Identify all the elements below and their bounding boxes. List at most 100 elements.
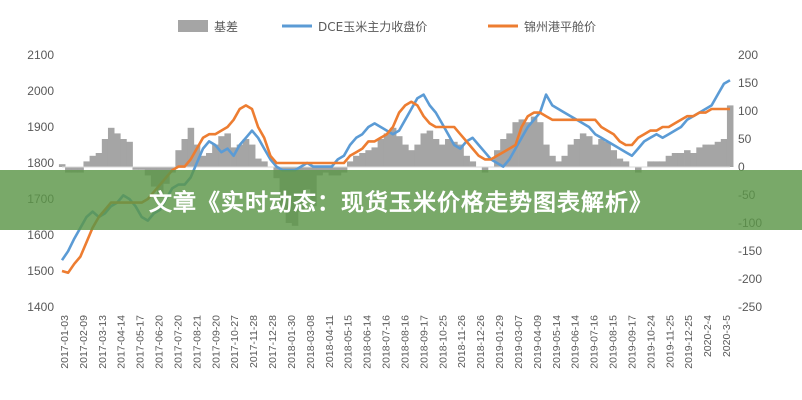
basis-bar [212,144,219,167]
basis-bar [58,164,66,167]
basis-bar [101,139,109,167]
basis-bar [665,155,673,167]
x-tick-label: 2018-03-08 [305,315,317,369]
basis-bar [181,139,189,167]
basis-bar [647,161,654,167]
x-tick-label: 2020-2-4 [702,315,714,357]
basis-bar [469,161,477,167]
basis-bar [206,153,213,167]
x-tick-label: 2017-02-09 [78,315,90,369]
basis-bar [598,139,605,167]
x-tick-label: 2017-08-21 [191,315,203,369]
x-tick-label: 2020-3-5 [721,315,733,357]
x-tick-label: 2017-12-28 [267,315,279,369]
basis-bar [726,105,734,167]
x-tick-label: 2018-04-11 [324,315,336,368]
basis-bar [567,144,575,167]
basis-bar [175,150,182,167]
right-tick-label: 100 [738,104,758,118]
basis-bar [346,161,354,167]
basis-bar [696,147,703,167]
basis-bar [65,167,72,173]
basis-bar [353,155,360,167]
basis-bar [340,167,348,173]
title-banner: 文章《实时动态：现货玉米价格走势图表解析》 [0,170,802,230]
basis-bar [402,144,409,167]
basis-bar [120,139,127,167]
left-tick-label: 1400 [27,300,54,314]
basis-bar [702,144,709,167]
basis-bar [506,133,513,167]
basis-bar [138,167,146,170]
basis-bar [230,147,238,167]
basis-bar [95,153,103,167]
basis-bar [610,150,618,167]
x-tick-label: 2017-03-13 [97,315,109,369]
legend-label: 基差 [214,20,238,34]
basis-bar [604,141,611,167]
banner-title: 文章《实时动态：现货玉米价格走势图表解析》 [149,190,653,216]
left-tick-label: 2100 [27,48,54,62]
right-tick-label: 50 [738,132,752,146]
basis-bar [193,144,201,167]
basis-bar [463,155,470,167]
x-tick-label: 2018-12-26 [475,315,487,369]
basis-bar [383,133,391,167]
x-tick-label: 2017-04-14 [116,315,128,369]
basis-bar [616,158,624,167]
x-tick-label: 2019-01-29 [494,315,506,369]
basis-bar [494,150,501,167]
basis-bar [132,167,140,170]
basis-bar [420,133,428,167]
x-tick-label: 2018-06-14 [362,315,374,369]
basis-bar [635,167,642,173]
basis-bar [518,119,526,167]
x-axis: 2017-01-03 2017-02-09 2017-03-13 2017-04-14… [59,315,733,369]
right-tick-label: -150 [738,244,762,258]
left-tick-label: 1500 [27,264,54,278]
basis-bar [261,161,268,167]
basis-bar [622,161,630,167]
basis-bar [530,116,538,167]
basis-bar [708,144,716,167]
x-tick-label: 2017-07-20 [173,315,185,369]
x-tick-label: 2019-05-14 [551,315,563,369]
legend-label: 锦州港平舱价 [524,20,596,34]
basis-bar [371,147,379,167]
basis-bar [414,144,421,167]
basis-bar [187,127,195,167]
basis-bar [549,155,556,167]
x-tick-label: 2019-09-17 [626,315,638,369]
basis-bar [684,150,691,167]
basis-bar [451,141,458,167]
basis-bar [653,161,660,167]
x-tick-label: 2017-06-20 [154,315,166,369]
x-tick-label: 2018-08-16 [400,315,412,369]
x-tick-label: 2018-11-26 [456,315,468,368]
basis-bar [438,144,446,167]
basis-bar [677,153,685,167]
basis-bar [720,139,728,167]
series-line-2 [61,100,730,275]
basis-bar [114,133,121,167]
basis-bar [432,139,440,167]
basis-bar [365,150,372,167]
basis-bar [236,144,244,167]
x-tick-label: 2019-06-14 [570,315,582,369]
legend-swatch [178,20,208,32]
legend: 基差 DCE玉米主力收盘价 锦州港平舱价 [178,19,596,34]
basis-bar [377,139,385,167]
right-tick-label: 200 [738,48,758,62]
x-tick-label: 2017-05-17 [135,315,147,369]
basis-bar [671,153,679,167]
x-tick-label: 2018-07-16 [381,315,393,369]
right-tick-label: 0 [738,160,745,174]
basis-bar [555,161,562,167]
basis-bar [83,161,90,167]
basis-bar [561,155,568,167]
basis-bar [714,141,722,167]
right-tick-label: -200 [738,272,762,286]
basis-bar [457,144,464,167]
